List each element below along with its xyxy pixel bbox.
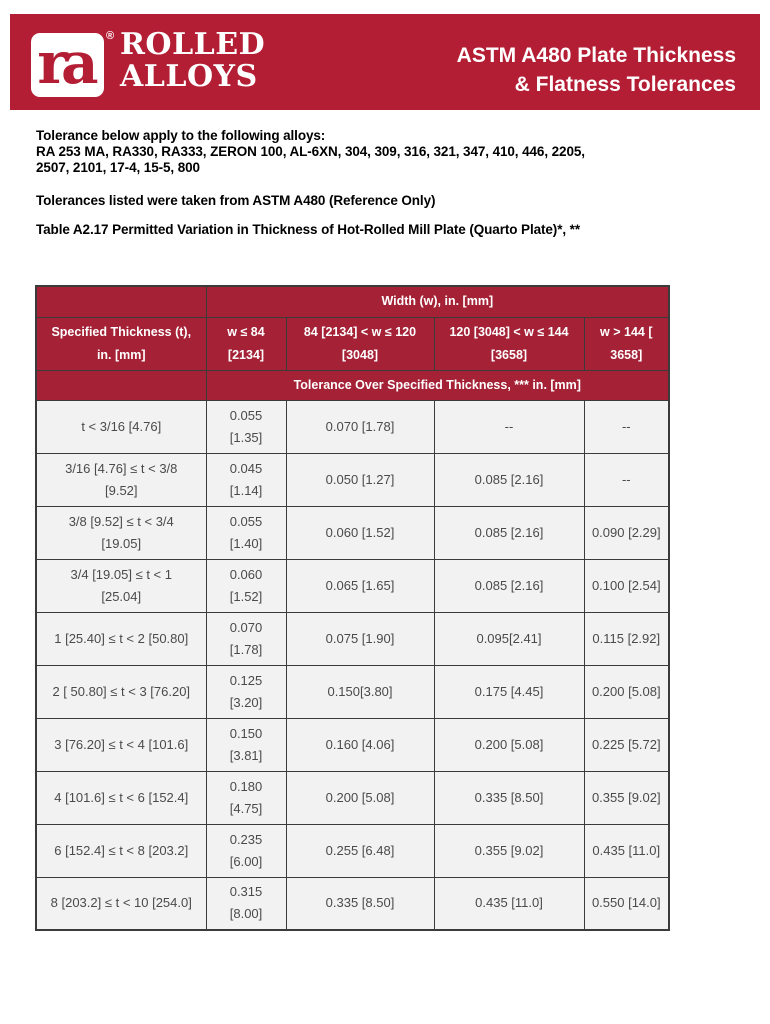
tolerance-value-cell: 0.095[2.41]: [433, 611, 585, 666]
tolerance-group-label: Tolerance Over Specified Thickness, *** …: [205, 369, 670, 401]
alloy-applicability-line: Tolerance below apply to the following a…: [36, 128, 326, 143]
tolerance-value-cell: 0.200 [5.08]: [285, 770, 435, 825]
tolerance-value-cell: 0.355 [9.02]: [583, 770, 670, 825]
tolerance-value-cell: 0.115 [2.92]: [583, 611, 670, 666]
tolerance-value-cell: 0.435 [11.0]: [433, 876, 585, 931]
tolerance-value-cell: 0.355 [9.02]: [433, 823, 585, 878]
tolerance-value-cell: 0.060 [1.52]: [205, 558, 287, 613]
tolerance-value-cell: 0.070 [1.78]: [285, 399, 435, 454]
table-row: 2 [ 50.80] ≤ t < 3 [76.20] 0.125 [3.20] 0.…: [35, 664, 670, 719]
tolerance-value-cell: 0.255 [6.48]: [285, 823, 435, 878]
tolerance-value-cell: 0.065 [1.65]: [285, 558, 435, 613]
tolerance-value-cell: 0.055 [1.40]: [205, 505, 287, 560]
tolerance-value-cell: 0.075 [1.90]: [285, 611, 435, 666]
tolerance-value-cell: 0.085 [2.16]: [433, 505, 585, 560]
tolerance-value-cell: 0.055 [1.35]: [205, 399, 287, 454]
thickness-range-cell: t < 3/16 [4.76]: [35, 399, 207, 454]
brand-line-2: ALLOYS: [120, 59, 258, 94]
tolerance-value-cell: --: [583, 452, 670, 507]
tolerance-value-cell: 0.070 [1.78]: [205, 611, 287, 666]
tolerance-value-cell: 0.235 [6.00]: [205, 823, 287, 878]
table-row: 4 [101.6] ≤ t < 6 [152.4] 0.180 [4.75] 0.2…: [35, 770, 670, 825]
document-title: ASTM A480 Plate Thickness & Flatness Tol…: [457, 41, 736, 99]
tolerance-value-cell: 0.315 [8.00]: [205, 876, 287, 931]
brand-banner: ra ® ROLLED ALLOYS ASTM A480 Plate Thick…: [10, 14, 760, 110]
width-column-header: 84 [2134] < w ≤ 120 [3048]: [285, 316, 435, 371]
tolerance-value-cell: 0.045 [1.14]: [205, 452, 287, 507]
brand-line-1: ROLLED: [120, 27, 266, 62]
width-columns-row: Specified Thickness (t), in. [mm] w ≤ 84…: [35, 316, 670, 371]
table-header: Width (w), in. [mm] Specified Thickness …: [35, 285, 670, 401]
tolerance-value-cell: 0.550 [14.0]: [583, 876, 670, 931]
thickness-range-cell: 1 [25.40] ≤ t < 2 [50.80]: [35, 611, 207, 666]
tolerance-value-cell: 0.335 [8.50]: [285, 876, 435, 931]
tolerance-value-cell: --: [433, 399, 585, 454]
empty-header-cell: [35, 369, 207, 401]
table-row: 3/8 [9.52] ≤ t < 3/4 [19.05] 0.055 [1.40]…: [35, 505, 670, 560]
tolerance-value-cell: --: [583, 399, 670, 454]
tolerance-value-cell: 0.180 [4.75]: [205, 770, 287, 825]
tolerance-value-cell: 0.090 [2.29]: [583, 505, 670, 560]
table-caption: Table A2.17 Permitted Variation in Thick…: [36, 222, 580, 237]
thickness-tolerance-table: Width (w), in. [mm] Specified Thickness …: [35, 285, 671, 931]
width-column-header: w ≤ 84 [2134]: [205, 316, 287, 371]
thickness-range-cell: 3 [76.20] ≤ t < 4 [101.6]: [35, 717, 207, 772]
tolerance-value-cell: 0.435 [11.0]: [583, 823, 670, 878]
tolerance-value-cell: 0.160 [4.06]: [285, 717, 435, 772]
thickness-column-header: Specified Thickness (t), in. [mm]: [35, 316, 207, 371]
table-row: 8 [203.2] ≤ t < 10 [254.0] 0.315 [8.00] 0.…: [35, 876, 670, 931]
tolerance-value-cell: 0.225 [5.72]: [583, 717, 670, 772]
tolerance-value-cell: 0.150[3.80]: [285, 664, 435, 719]
tolerance-value-cell: 0.200 [5.08]: [583, 664, 670, 719]
tolerance-value-cell: 0.335 [8.50]: [433, 770, 585, 825]
alloy-list-line-2: 2507, 2101, 17-4, 15-5, 800: [36, 160, 200, 175]
thickness-range-cell: 6 [152.4] ≤ t < 8 [203.2]: [35, 823, 207, 878]
tolerance-value-cell: 0.060 [1.52]: [285, 505, 435, 560]
rolled-alloys-logo-icon: ra: [31, 33, 104, 97]
alloy-applicability-paragraph: Tolerance below apply to the following a…: [36, 128, 746, 176]
tolerance-value-cell: 0.175 [4.45]: [433, 664, 585, 719]
document-title-line-2: & Flatness Tolerances: [514, 73, 736, 96]
thickness-range-cell: 3/4 [19.05] ≤ t < 1 [25.04]: [35, 558, 207, 613]
tolerance-value-cell: 0.125 [3.20]: [205, 664, 287, 719]
table-row: 3 [76.20] ≤ t < 4 [101.6] 0.150 [3.81] 0.1…: [35, 717, 670, 772]
width-group-label: Width (w), in. [mm]: [205, 285, 670, 318]
tolerance-group-row: Tolerance Over Specified Thickness, *** …: [35, 369, 670, 401]
thickness-range-cell: 3/16 [4.76] ≤ t < 3/8 [9.52]: [35, 452, 207, 507]
tolerance-value-cell: 0.100 [2.54]: [583, 558, 670, 613]
tolerance-value-cell: 0.150 [3.81]: [205, 717, 287, 772]
tolerance-value-cell: 0.085 [2.16]: [433, 558, 585, 613]
table-row: t < 3/16 [4.76] 0.055 [1.35] 0.070 [1.78] -…: [35, 399, 670, 454]
table-row: 6 [152.4] ≤ t < 8 [203.2] 0.235 [6.00] 0.2…: [35, 823, 670, 878]
brand-name: ROLLED ALLOYS: [120, 29, 265, 93]
width-column-header: 120 [3048] < w ≤ 144 [3658]: [433, 316, 585, 371]
registered-trademark-icon: ®: [106, 30, 115, 42]
table-row: 1 [25.40] ≤ t < 2 [50.80] 0.070 [1.78] 0.0…: [35, 611, 670, 666]
table-row: 3/16 [4.76] ≤ t < 3/8 [9.52] 0.045 [1.14]…: [35, 452, 670, 507]
logo-monogram: ra: [37, 33, 98, 97]
reference-note: Tolerances listed were taken from ASTM A…: [36, 193, 436, 208]
thickness-range-cell: 8 [203.2] ≤ t < 10 [254.0]: [35, 876, 207, 931]
thickness-range-cell: 3/8 [9.52] ≤ t < 3/4 [19.05]: [35, 505, 207, 560]
tolerance-table-body: t < 3/16 [4.76] 0.055 [1.35] 0.070 [1.78] -…: [35, 399, 670, 931]
width-column-header: w > 144 [ 3658]: [583, 316, 670, 371]
tolerance-value-cell: 0.085 [2.16]: [433, 452, 585, 507]
document-title-line-1: ASTM A480 Plate Thickness: [456, 44, 736, 67]
table-row: 3/4 [19.05] ≤ t < 1 [25.04] 0.060 [1.52] 0…: [35, 558, 670, 613]
thickness-range-cell: 2 [ 50.80] ≤ t < 3 [76.20]: [35, 664, 207, 719]
thickness-range-cell: 4 [101.6] ≤ t < 6 [152.4]: [35, 770, 207, 825]
tolerance-value-cell: 0.050 [1.27]: [285, 452, 435, 507]
alloy-list-line-1: RA 253 MA, RA330, RA333, ZERON 100, AL-6…: [36, 144, 585, 159]
tolerance-value-cell: 0.200 [5.08]: [433, 717, 585, 772]
width-group-row: Width (w), in. [mm]: [35, 285, 670, 318]
empty-header-cell: [35, 285, 207, 318]
